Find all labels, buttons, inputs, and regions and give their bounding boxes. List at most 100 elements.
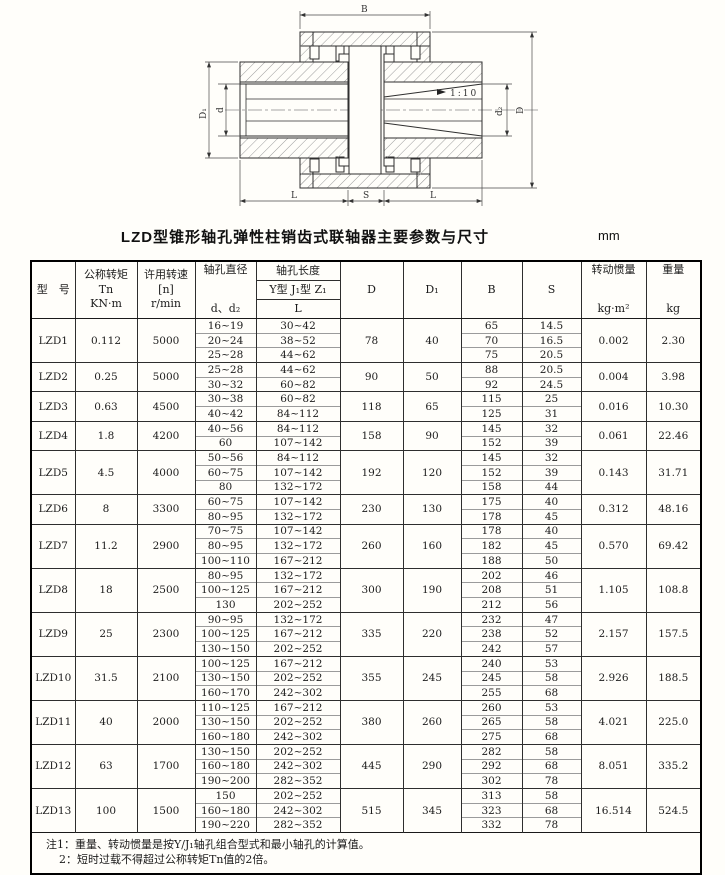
dim-LSL: L S L	[239, 160, 483, 206]
cell-B: 115	[460, 391, 523, 407]
cell-bore-diameter: 25~28	[194, 362, 257, 378]
cell-speed: 2300	[136, 611, 196, 657]
cell-S: 16.5	[521, 332, 582, 348]
cell-B: 332	[460, 817, 523, 833]
cell-bore-diameter: 30~38	[194, 391, 257, 407]
table-row-lzd12-sub1: LZD12 63 1700 130~150 202~252 445 290 282 58 8.05…	[30, 743, 702, 789]
cell-S: 58	[521, 743, 582, 760]
cell-B: 178	[460, 508, 523, 525]
cell-B: 75	[460, 347, 523, 363]
cell-inertia: 1.105	[580, 567, 647, 613]
table-row-lzd8-sub1: LZD8 18 2500 80~95 132~172 300 190 202 46 1.105 10…	[30, 567, 702, 613]
cell-bore-diameter: 80	[194, 479, 257, 495]
cell-torque: 25	[74, 611, 138, 657]
cell-S: 20.5	[521, 347, 582, 363]
cell-S: 40	[521, 494, 582, 510]
table-row-lzd5-sub2: 60~75 107~142 152 39	[31, 464, 701, 481]
table-row-lzd11-sub3: 160~180 242~302 275 68	[31, 729, 701, 745]
cell-torque: 0.63	[74, 391, 138, 422]
bore-len-header-title: 轴孔长度	[257, 262, 339, 281]
torque-header-line3: KN·m	[90, 297, 122, 311]
cell-B: 202	[460, 567, 523, 583]
cell-S: 58	[521, 714, 582, 730]
cell-model: LZD1	[30, 317, 76, 363]
cell-S: 45	[521, 538, 582, 554]
cell-D1: 50	[402, 362, 462, 392]
cell-bore-length: 167~212	[255, 699, 341, 716]
torque-header-line2: Tn	[98, 282, 114, 296]
cell-model: LZD2	[30, 362, 76, 392]
cell-B: 265	[460, 714, 523, 730]
cell-bore-length: 202~252	[255, 714, 341, 730]
cell-B: 212	[460, 597, 523, 613]
cell-B: 92	[460, 376, 523, 392]
cell-weight: 10.30	[645, 391, 702, 422]
cell-bore-length: 30~42	[255, 318, 341, 334]
cell-inertia: 16.514	[580, 787, 647, 833]
cell-S: 20.5	[521, 362, 582, 378]
cell-torque: 63	[74, 743, 138, 789]
cell-B: 88	[460, 362, 523, 378]
cell-torque: 4.5	[74, 450, 138, 495]
cell-bore-diameter: 150	[194, 788, 257, 804]
header-row: 型 号 公称转矩 Tn KN·m 许用转速 [n] r/min	[30, 261, 702, 319]
cell-model: LZD3	[30, 391, 76, 422]
cell-S: 78	[521, 817, 582, 833]
cell-D1: 160	[402, 523, 462, 569]
cell-bore-diameter: 90~95	[194, 611, 257, 627]
cell-bore-length: 242~302	[255, 802, 341, 818]
cell-speed: 2900	[136, 523, 196, 569]
cell-bore-length: 167~212	[255, 553, 341, 569]
cell-bore-length: 202~252	[255, 788, 341, 804]
cell-bore-length: 202~252	[255, 670, 341, 686]
cell-model: LZD4	[30, 420, 76, 451]
cell-bore-diameter: 190~200	[194, 773, 257, 789]
table-row-lzd7-sub3: 100~110 167~212 188 50	[31, 553, 701, 569]
cell-bore-length: 167~212	[255, 582, 341, 598]
cell-speed: 3300	[136, 494, 196, 525]
col-header-S: S	[521, 261, 582, 319]
cell-weight: 335.2	[645, 743, 702, 789]
coupling-section-drawing: 1:10 B D₁ d d₂	[199, 5, 540, 206]
cell-weight: 225.0	[645, 699, 702, 745]
cell-torque: 40	[74, 699, 138, 745]
cell-D: 445	[339, 743, 404, 789]
table-row-lzd5-sub3: 80 132~172 158 44	[31, 479, 701, 495]
dim-B: B	[299, 5, 431, 29]
cell-S: 56	[521, 597, 582, 613]
cell-model: LZD8	[30, 567, 76, 613]
cell-bore-diameter: 110~125	[194, 699, 257, 716]
cell-B: 178	[460, 523, 523, 539]
cell-bore-diameter: 190~220	[194, 817, 257, 833]
cell-bore-diameter: 30~32	[194, 376, 257, 392]
col-header-bore-length: 轴孔长度 Y型 J₁型 Z₁ L	[255, 261, 341, 319]
cell-speed: 1700	[136, 743, 196, 789]
dim-L-right-label: L	[430, 191, 436, 201]
cell-B: 292	[460, 758, 523, 774]
table-row-lzd1-sub2: 20~24 38~52 70 16.5	[31, 332, 701, 348]
table-row-lzd2-sub1: LZD2 0.25 5000 25~28 44~62 90 50 88 20.5 0.004 3.9…	[30, 362, 702, 392]
cell-bore-diameter: 100~110	[194, 553, 257, 569]
cell-D1: 345	[402, 787, 462, 833]
col-header-model: 型 号	[30, 261, 76, 319]
cell-bore-length: 242~302	[255, 729, 341, 745]
cell-bore-length: 84~112	[255, 450, 341, 466]
torque-header-line1: 公称转矩	[84, 268, 128, 282]
cell-inertia: 4.021	[580, 699, 647, 745]
cell-S: 52	[521, 626, 582, 642]
cell-D: 260	[339, 523, 404, 569]
weight-header-line2: kg	[666, 302, 681, 316]
cell-torque: 11.2	[74, 523, 138, 569]
taper-annotation: 1:10	[437, 89, 476, 99]
cell-D1: 120	[402, 450, 462, 495]
cell-B: 208	[460, 582, 523, 598]
cell-bore-length: 132~172	[255, 611, 341, 627]
cell-inertia: 2.926	[580, 655, 647, 701]
hub-right	[383, 53, 483, 167]
cell-bore-diameter: 80~95	[194, 538, 257, 554]
table-row-lzd10-sub3: 160~170 242~302 255 68	[31, 685, 701, 701]
cell-bore-length: 107~142	[255, 435, 341, 451]
cell-bore-length: 132~172	[255, 538, 341, 554]
cell-B: 260	[460, 699, 523, 716]
bore-len-header-L: L	[294, 301, 302, 315]
